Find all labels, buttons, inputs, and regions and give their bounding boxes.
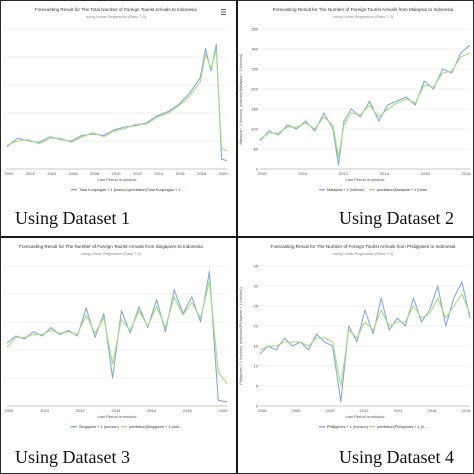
legend-label: Philippines + 1 (horizon): [327, 425, 369, 429]
chart-svg: Forecasting Result for The Number of For…: [239, 7, 472, 192]
chart-subtitle: using Linear Regression (Ratio 7:3): [333, 15, 393, 19]
x-tick-label: 2016: [421, 171, 431, 176]
series-line-actual: [6, 271, 228, 403]
legend-label: prediction(Singapore + 1 (hori...: [129, 425, 182, 429]
x-tick-label: 2000: [5, 171, 15, 176]
y-tick-label: 25: [254, 304, 259, 309]
x-tick-label: 2010: [112, 171, 122, 176]
y-tick-label: 5: [256, 384, 259, 389]
y-tick-label: 10: [254, 364, 259, 369]
x-tick-label: 2020: [219, 171, 229, 176]
y-tick-label: 30: [254, 284, 259, 289]
x-axis-label: Last Period in window: [346, 414, 385, 419]
x-tick-label: 2018: [197, 171, 207, 176]
x-tick-label: 2018: [462, 408, 472, 413]
series-line-prediction: [259, 52, 471, 158]
x-tick-label: 2006: [69, 171, 79, 176]
x-tick-label: 2002: [26, 171, 36, 176]
x-tick-label: 2014: [394, 408, 404, 413]
chart-dataset-4: Forecasting Result for The Number of For…: [238, 238, 473, 443]
series-line-prediction: [259, 293, 471, 387]
y-tick-label: 35: [254, 264, 259, 269]
x-tick-label: 2008: [5, 408, 15, 413]
x-tick-label: 2016: [147, 408, 157, 413]
series-line-prediction: [6, 280, 228, 384]
x-tick-label: 2010: [326, 408, 336, 413]
y-tick-label: 200: [251, 87, 258, 92]
chart-dataset-3: Forecasting Result for The Number of For…: [1, 238, 235, 443]
x-tick-label: 2014: [112, 408, 122, 413]
x-axis-label: Last Period in window: [346, 177, 385, 182]
caption-dataset-4: Using Dataset 4: [339, 447, 454, 467]
chart-title: Forecasting Result for The Number of For…: [271, 244, 456, 249]
hamburger-menu-icon: [221, 9, 226, 16]
caption-dataset-1: Using Dataset 1: [15, 208, 130, 228]
y-tick-label: 350: [251, 27, 258, 32]
x-axis-label: Last Period in window: [98, 414, 137, 419]
menu-bar: [221, 14, 226, 16]
chart-subtitle: using Linear Regression (Ratio 7:3): [333, 252, 393, 256]
menu-bar: [221, 9, 226, 11]
legend-label: Singapore + 1 (horizon): [79, 425, 120, 429]
y-tick-label: 15: [254, 344, 259, 349]
y-tick-label: 0: [256, 167, 259, 172]
chart-title: Forecasting Result for The Number of For…: [19, 244, 203, 249]
chart-svg: Forecasting Result for The Number of For…: [239, 244, 472, 429]
series-line-actual: [259, 281, 471, 403]
chart-dataset-2: Forecasting Result for The Number of For…: [238, 1, 473, 206]
caption-dataset-3: Using Dataset 3: [15, 447, 130, 467]
x-tick-label: 2008: [292, 408, 302, 413]
x-tick-label: 2016: [428, 408, 438, 413]
x-tick-label: 2012: [76, 408, 86, 413]
y-tick-label: 0: [256, 404, 259, 409]
x-tick-label: 2010: [40, 408, 50, 413]
chart-svg: Forecasting Result for The Total Number …: [5, 7, 229, 192]
y-axis-label: Philippines + 1 (horizon), prediction(Ph…: [239, 287, 243, 384]
x-tick-label: 2012: [133, 171, 143, 176]
y-tick-label: 20: [254, 324, 259, 329]
series-line-prediction: [6, 49, 228, 152]
x-tick-label: 2012: [360, 408, 370, 413]
y-tick-label: 150: [251, 107, 258, 112]
legend-label: prediction(Malaysia + 1 (horiz...: [377, 188, 430, 192]
x-tick-label: 2014: [380, 171, 390, 176]
legend-label: prediction(Total Kunjungan + 1 ...: [129, 188, 185, 192]
x-tick-label: 2006: [258, 408, 268, 413]
legend-label: Total Kunjungan + 1 (horizon): [79, 188, 129, 192]
y-tick-label: 300: [251, 47, 258, 52]
x-tick-label: 2018: [462, 171, 472, 176]
chart-subtitle: using Linear Regression (Ratio 7:3): [86, 15, 146, 19]
x-tick-label: 2010: [298, 171, 308, 176]
y-axis-label: Malaysia + 1 (horizon), prediction(Malay…: [239, 54, 243, 145]
y-tick-label: 250: [251, 67, 258, 72]
vertical-divider: [236, 1, 238, 473]
series-line-actual: [259, 44, 471, 166]
x-tick-label: 2008: [258, 171, 268, 176]
legend-label: prediction(Philippines + 1 (h...: [377, 425, 427, 429]
x-axis-label: Last Period in window: [98, 177, 137, 182]
chart-title: Forecasting Result for The Total Number …: [35, 7, 197, 12]
x-tick-label: 2016: [176, 171, 186, 176]
y-tick-label: 100: [251, 127, 258, 132]
x-tick-label: 2014: [154, 171, 164, 176]
x-tick-label: 2018: [183, 408, 193, 413]
x-tick-label: 2004: [47, 171, 57, 176]
chart-dataset-1: Forecasting Result for The Total Number …: [1, 1, 235, 206]
x-tick-label: 2012: [339, 171, 349, 176]
chart-subtitle: using Linear Regression (Ratio 7:3): [81, 252, 141, 256]
legend-label: Malaysia + 1 (horizon): [327, 188, 365, 192]
chart-title: Forecasting Result for The Number of For…: [273, 7, 454, 12]
y-tick-label: 50: [254, 147, 259, 152]
caption-dataset-2: Using Dataset 2: [339, 208, 454, 228]
chart-svg: Forecasting Result for The Number of For…: [5, 244, 229, 429]
menu-bar: [221, 11, 226, 13]
x-tick-label: 2008: [90, 171, 100, 176]
x-tick-label: 2020: [219, 408, 229, 413]
